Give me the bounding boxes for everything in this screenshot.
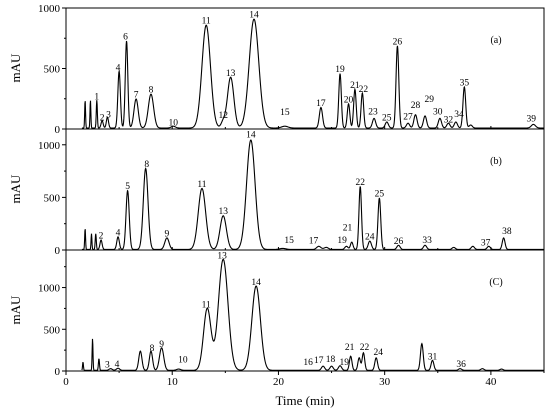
x-tick-label: 10 xyxy=(167,376,179,388)
y-tick-label: 0 xyxy=(55,366,61,378)
peak-label: 31 xyxy=(428,352,438,362)
peak-label: 37 xyxy=(481,238,491,248)
panel-label: (C) xyxy=(489,277,502,288)
chromatogram-trace xyxy=(81,258,544,371)
peak-label: 17 xyxy=(316,99,326,109)
peak-label: 29 xyxy=(425,95,435,105)
peak-label: 17 xyxy=(314,356,324,366)
panel-label: (a) xyxy=(490,35,501,46)
peak-label: 11 xyxy=(202,17,211,27)
y-axis-title: mAU xyxy=(8,53,23,83)
peak-label: 32 xyxy=(444,115,454,125)
peak-label: 3 xyxy=(106,111,111,121)
panel-frame xyxy=(65,7,545,130)
peak-label: 38 xyxy=(502,227,512,237)
x-axis-title: Time (min) xyxy=(275,393,334,408)
y-tick-label: 1000 xyxy=(38,3,61,15)
peak-label: 8 xyxy=(149,86,154,96)
y-tick-label: 0 xyxy=(55,124,61,136)
x-tick-label: 0 xyxy=(63,376,69,388)
peak-label: 12 xyxy=(218,111,228,121)
peak-label: 17 xyxy=(309,237,319,247)
peak-label: 9 xyxy=(165,229,170,239)
y-tick-label: 500 xyxy=(44,324,61,336)
x-tick-label: 40 xyxy=(485,376,497,388)
chromatogram-trace xyxy=(81,139,544,251)
peak-label: 21 xyxy=(350,81,360,91)
peak-label: 25 xyxy=(375,189,385,199)
peak-label: 35 xyxy=(460,78,470,88)
peak-label: 22 xyxy=(355,178,365,188)
peak-label: 15 xyxy=(280,108,290,118)
y-axis-title: mAU xyxy=(8,174,23,204)
peak-label: 10 xyxy=(178,356,188,366)
peak-label: 10 xyxy=(169,118,179,128)
peak-label: 7 xyxy=(134,91,139,101)
peak-label: 28 xyxy=(411,101,421,111)
x-tick-label: 20 xyxy=(273,376,285,388)
peak-label: 4 xyxy=(115,360,120,370)
peak-label: 19 xyxy=(337,236,347,246)
peak-label: 14 xyxy=(251,278,261,288)
peak-label: 24 xyxy=(374,348,384,358)
peak-label: 23 xyxy=(368,107,378,117)
peak-label: 2 xyxy=(100,113,105,123)
peak-label: 22 xyxy=(359,85,369,95)
peak-label: 13 xyxy=(226,69,236,79)
peak-label: 15 xyxy=(284,236,294,246)
peak-label: 39 xyxy=(527,115,537,125)
peak-label: 34 xyxy=(454,110,464,120)
y-tick-label: 1000 xyxy=(38,283,61,295)
peak-label: 14 xyxy=(246,130,256,140)
peak-label: 16 xyxy=(303,358,313,368)
panel-label: (b) xyxy=(490,156,502,167)
panel-frame xyxy=(65,128,545,251)
peak-label: 25 xyxy=(382,114,392,124)
peak-label: 36 xyxy=(456,360,466,370)
peak-label: 4 xyxy=(116,228,121,238)
peak-label: 8 xyxy=(150,344,155,354)
peak-label: 14 xyxy=(249,11,259,21)
peak-label: 18 xyxy=(326,355,336,365)
y-tick-label: 0 xyxy=(55,245,61,257)
y-tick-label: 500 xyxy=(44,192,61,204)
peak-label: 21 xyxy=(343,224,353,234)
peak-label: 6 xyxy=(123,32,128,42)
peak-label: 26 xyxy=(393,37,403,47)
peak-label: 22 xyxy=(360,343,370,353)
y-tick-label: 1000 xyxy=(38,140,61,152)
peak-label: 1 xyxy=(94,92,99,102)
peak-label: 20 xyxy=(344,95,354,105)
peak-label: 26 xyxy=(394,237,404,247)
peak-label: 4 xyxy=(116,63,121,73)
peak-label: 27 xyxy=(403,112,413,122)
chromatogram-trace xyxy=(81,18,544,129)
peak-label: 3 xyxy=(105,361,110,371)
peak-label: 30 xyxy=(433,107,443,117)
y-axis-title: mAU xyxy=(8,295,23,325)
peak-label: 24 xyxy=(365,232,375,242)
panel-frame xyxy=(65,249,545,372)
peak-label: 21 xyxy=(345,343,355,353)
peak-label: 19 xyxy=(340,358,350,368)
y-tick-label: 500 xyxy=(44,64,61,76)
peak-label: 2 xyxy=(99,231,104,241)
chromatogram-panel: 0 500 1000 3 4 8 9 10 11 13 14 16 17 18 21 19 22 24 31 36 (C… xyxy=(38,249,545,378)
peak-label: 9 xyxy=(159,340,164,350)
peak-label: 19 xyxy=(335,65,345,75)
peak-label: 11 xyxy=(202,301,211,311)
peak-label: 8 xyxy=(144,160,149,170)
peak-label: 5 xyxy=(125,182,130,192)
peak-label: 13 xyxy=(217,251,227,261)
peak-label: 11 xyxy=(197,180,206,190)
peak-label: 13 xyxy=(218,207,228,217)
x-tick-label: 30 xyxy=(379,376,391,388)
peak-label: 33 xyxy=(422,236,432,246)
